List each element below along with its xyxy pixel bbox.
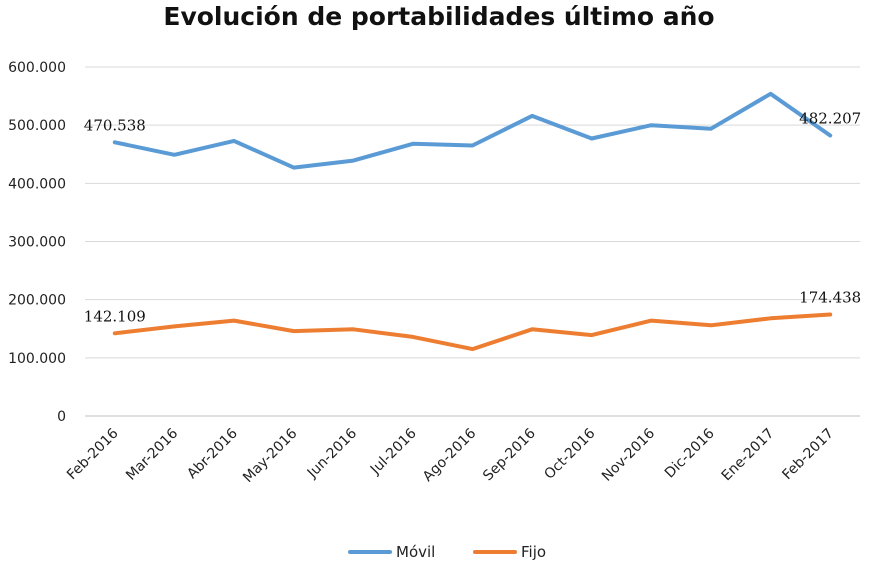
- y-tick-label: 400.000: [8, 176, 66, 192]
- legend: Móvil Fijo: [348, 543, 546, 561]
- x-tick-label: Jul-2016: [367, 425, 420, 478]
- x-tick-label: Nov-2016: [599, 425, 658, 484]
- data-label: 482.207: [799, 110, 861, 128]
- series-lines: [112, 91, 833, 352]
- gridlines: [85, 66, 860, 417]
- x-axis-ticks: Feb-2016 Mar-2016 Abr-2016 May-2016 Jun-2016…: [64, 425, 837, 485]
- x-tick-label: Abr-2016: [184, 425, 241, 482]
- x-tick-label: Jun-2016: [304, 425, 360, 481]
- data-label: 142.109: [84, 307, 146, 325]
- x-tick-label: Sep-2016: [480, 425, 539, 484]
- x-tick-label: Mar-2016: [123, 425, 181, 483]
- legend-label: Móvil: [396, 543, 435, 561]
- y-tick-label: 0: [57, 409, 66, 425]
- x-tick-label: Ene-2017: [719, 426, 778, 485]
- x-tick-label: Feb-2016: [64, 425, 122, 483]
- y-axis-ticks: 0 100.000 200.000 300.000 400.000 500.000 600.…: [8, 60, 66, 425]
- data-label: 174.438: [799, 289, 861, 307]
- y-tick-label: 300.000: [8, 235, 66, 251]
- legend-label: Fijo: [521, 543, 546, 561]
- data-labels: 470.538 482.207 142.109 174.438: [84, 110, 861, 326]
- y-tick-label: 100.000: [8, 351, 66, 367]
- x-tick-label: Dic-2016: [662, 425, 718, 481]
- chart-title: Evolución de portabilidades último año: [163, 2, 715, 31]
- x-tick-label: Feb-2017: [779, 426, 837, 484]
- x-tick-label: Oct-2016: [541, 425, 598, 482]
- series-line-fijo: [112, 312, 833, 352]
- x-tick-label: Ago-2016: [420, 425, 479, 484]
- data-label: 470.538: [84, 116, 146, 134]
- y-tick-label: 200.000: [8, 293, 66, 309]
- x-tick-label: May-2016: [240, 425, 300, 485]
- y-tick-label: 500.000: [8, 118, 66, 134]
- y-tick-label: 600.000: [8, 60, 66, 76]
- series-line-movil: [112, 91, 833, 170]
